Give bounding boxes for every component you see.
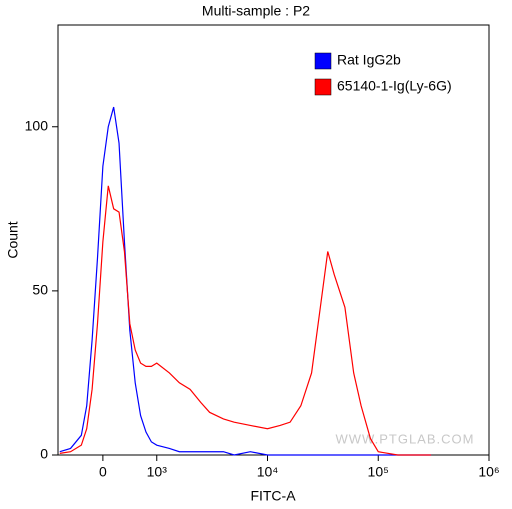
x-tick-label: 10³ [147,464,168,480]
x-tick-label: 0 [99,464,107,480]
x-tick-label: 10⁴ [257,464,279,480]
x-axis-label: FITC-A [250,488,296,504]
y-axis-label: Count [5,221,21,258]
chart-title: Multi-sample : P2 [202,3,310,19]
legend-label: 65140-1-Ig(Ly-6G) [337,78,452,94]
legend-swatch [314,52,332,70]
watermark: WWW.PTGLAB.COM [336,431,475,446]
y-tick-label: 50 [32,282,48,298]
legend-label: Rat IgG2b [337,52,401,68]
y-tick-label: 100 [25,117,49,133]
legend-swatch [314,78,332,96]
series-line [59,106,432,456]
x-tick-label: 10⁶ [478,464,499,480]
x-tick-label: 10⁵ [368,464,389,480]
series-line [59,185,432,456]
y-tick-label: 0 [40,446,48,462]
